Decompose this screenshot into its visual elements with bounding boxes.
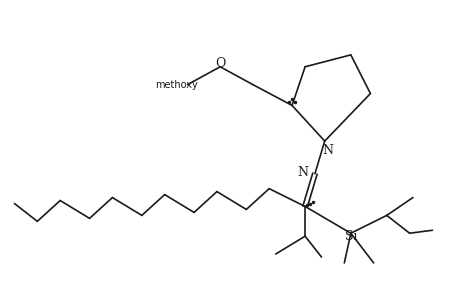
Text: N: N (297, 166, 308, 179)
Text: O: O (214, 57, 225, 70)
Text: methoxy: methoxy (154, 80, 197, 90)
Text: Si: Si (344, 230, 356, 243)
Text: N: N (322, 143, 333, 157)
